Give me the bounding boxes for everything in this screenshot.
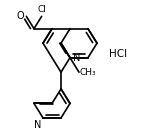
Text: CH₃: CH₃: [80, 68, 97, 77]
Text: N: N: [34, 120, 41, 130]
Text: O: O: [17, 11, 24, 21]
Text: HCl: HCl: [109, 49, 127, 59]
Text: Cl: Cl: [37, 5, 46, 14]
Text: N: N: [73, 53, 80, 63]
